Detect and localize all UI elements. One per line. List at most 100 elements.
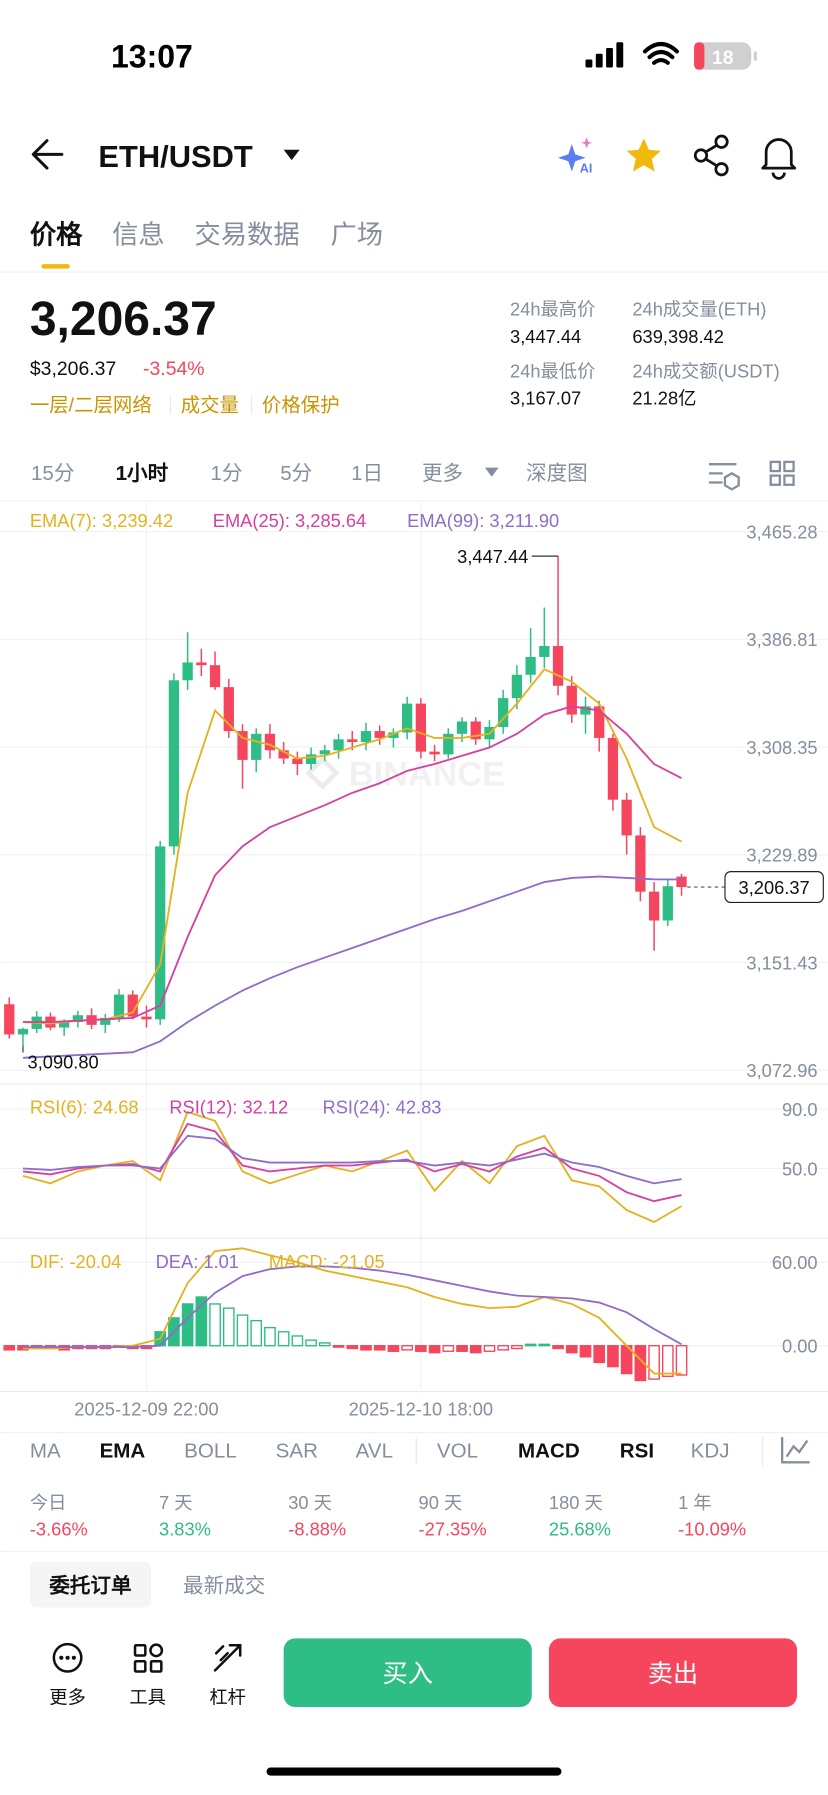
candle-body <box>113 994 125 1018</box>
candle-body <box>319 750 330 755</box>
stat-value: 639,398.42 <box>632 326 724 347</box>
tag[interactable]: 一层/二层网络 <box>30 395 152 417</box>
macd-bar <box>195 1296 208 1347</box>
indicator-tab[interactable]: SAR <box>276 1440 318 1463</box>
low-label: 3,090.80 <box>28 1052 99 1073</box>
candle-body <box>539 645 550 657</box>
candle-body <box>305 754 317 765</box>
alert-bell[interactable] <box>761 138 797 180</box>
favorite-star[interactable] <box>626 138 661 172</box>
pair-title[interactable]: ETH/USDT <box>98 139 252 174</box>
macd-bar <box>318 1342 331 1347</box>
indicator-tab[interactable]: MACD <box>518 1440 580 1463</box>
interval[interactable]: 深度图 <box>526 462 588 485</box>
tab[interactable]: 价格 <box>30 220 83 250</box>
indicator-legend: RSI(6): 24.68 <box>30 1097 139 1118</box>
performance-row: 今日 -3.66% 7 天 3.83% 30 天 -8.88% 90 天 -27.35% 180… <box>30 1492 746 1539</box>
indicator-line <box>22 668 682 1025</box>
tab[interactable]: 广场 <box>331 220 384 250</box>
sell-button[interactable] <box>548 1638 798 1707</box>
indicator-tab[interactable]: MA <box>30 1440 61 1463</box>
watermark-text: BINANCE <box>349 755 505 793</box>
candle-body <box>498 698 509 727</box>
indicator-tab[interactable]: BOLL <box>184 1440 237 1463</box>
period-label: 7 天 <box>159 1492 193 1513</box>
candle-body <box>648 891 660 921</box>
tag[interactable]: 成交量 <box>181 395 239 417</box>
candle-body <box>401 703 413 733</box>
candle-body <box>470 721 481 740</box>
candle-body <box>155 846 166 1020</box>
toolbar-label[interactable]: 更多 <box>49 1687 86 1708</box>
y-tick-label: 50.0 <box>782 1158 818 1179</box>
macd-bar <box>373 1345 386 1351</box>
indicator-tab[interactable]: EMA <box>100 1440 146 1463</box>
indicator-tab[interactable]: RSI <box>620 1440 654 1463</box>
candle-body <box>662 886 673 921</box>
tools-icon[interactable] <box>133 1643 164 1673</box>
candle-body <box>566 685 577 715</box>
indicator-legend: EMA(99): 3,211.90 <box>407 510 559 531</box>
macd-bar <box>511 1345 523 1350</box>
more-icon[interactable] <box>52 1642 83 1673</box>
macd-bar <box>483 1345 496 1352</box>
interval[interactable]: 1小时 <box>116 462 169 485</box>
indicator-line <box>22 875 682 1059</box>
candle-body <box>388 732 399 738</box>
sell-label[interactable]: 卖出 <box>648 1660 698 1688</box>
battery-level <box>694 42 705 70</box>
indicator-tab[interactable]: VOL <box>437 1440 478 1463</box>
candle-body <box>525 656 536 675</box>
tab[interactable]: 交易数据 <box>194 220 299 250</box>
interval[interactable]: 15分 <box>31 462 74 485</box>
chart-settings[interactable] <box>708 463 740 491</box>
candle-body <box>347 739 358 743</box>
order-tab[interactable]: 委托订单 <box>48 1574 131 1598</box>
layout-toggle[interactable] <box>769 460 795 486</box>
candle-body <box>607 737 619 800</box>
battery <box>694 42 752 70</box>
back-button[interactable] <box>31 139 64 170</box>
y-tick-label: 3,072.96 <box>746 1060 817 1081</box>
buy-label[interactable]: 买入 <box>383 1660 433 1688</box>
macd-bar <box>648 1345 660 1380</box>
leverage-icon[interactable] <box>213 1643 242 1672</box>
indicator-tab[interactable]: AVL <box>356 1440 393 1463</box>
ai-button[interactable]: AI <box>558 137 593 176</box>
candle-body <box>635 835 646 892</box>
period-label: 90 天 <box>419 1492 463 1513</box>
watermark: BINANCE <box>305 755 505 793</box>
macd-bar <box>593 1345 606 1364</box>
candle-body <box>17 1028 29 1035</box>
toolbar-label[interactable]: 杠杆 <box>209 1687 246 1708</box>
share-button[interactable] <box>693 134 729 177</box>
wifi-icon <box>642 42 679 65</box>
interval[interactable]: 5分 <box>280 462 312 485</box>
candle-body <box>127 994 138 1017</box>
tab[interactable]: 信息 <box>112 220 165 250</box>
macd-bar <box>428 1345 441 1354</box>
candle-body <box>676 876 687 888</box>
stat-value: 3,447.44 <box>510 326 581 347</box>
indicator-tab[interactable]: KDJ <box>691 1440 730 1463</box>
pair-dropdown[interactable] <box>283 149 300 161</box>
battery-cap <box>753 51 757 61</box>
macd-bar <box>346 1345 359 1350</box>
period-change: 25.68% <box>549 1518 611 1539</box>
interval[interactable]: 1分 <box>210 462 242 485</box>
candle-body <box>237 731 248 760</box>
tag[interactable]: 价格保护 <box>262 395 340 417</box>
candle-body <box>456 721 468 734</box>
macd-bar <box>305 1339 317 1347</box>
order-tab[interactable]: 最新成交 <box>183 1575 265 1598</box>
interval[interactable]: 更多 <box>422 462 463 485</box>
buy-button[interactable] <box>283 1638 532 1707</box>
candle-body <box>223 687 234 732</box>
more-dropdown[interactable] <box>484 467 499 477</box>
indicator-settings[interactable] <box>781 1437 810 1464</box>
y-tick-label: 90.0 <box>782 1099 818 1120</box>
toolbar-label[interactable]: 工具 <box>129 1687 166 1708</box>
interval[interactable]: 1日 <box>351 462 383 485</box>
macd-bar <box>222 1307 235 1347</box>
macd-bar <box>497 1345 510 1351</box>
